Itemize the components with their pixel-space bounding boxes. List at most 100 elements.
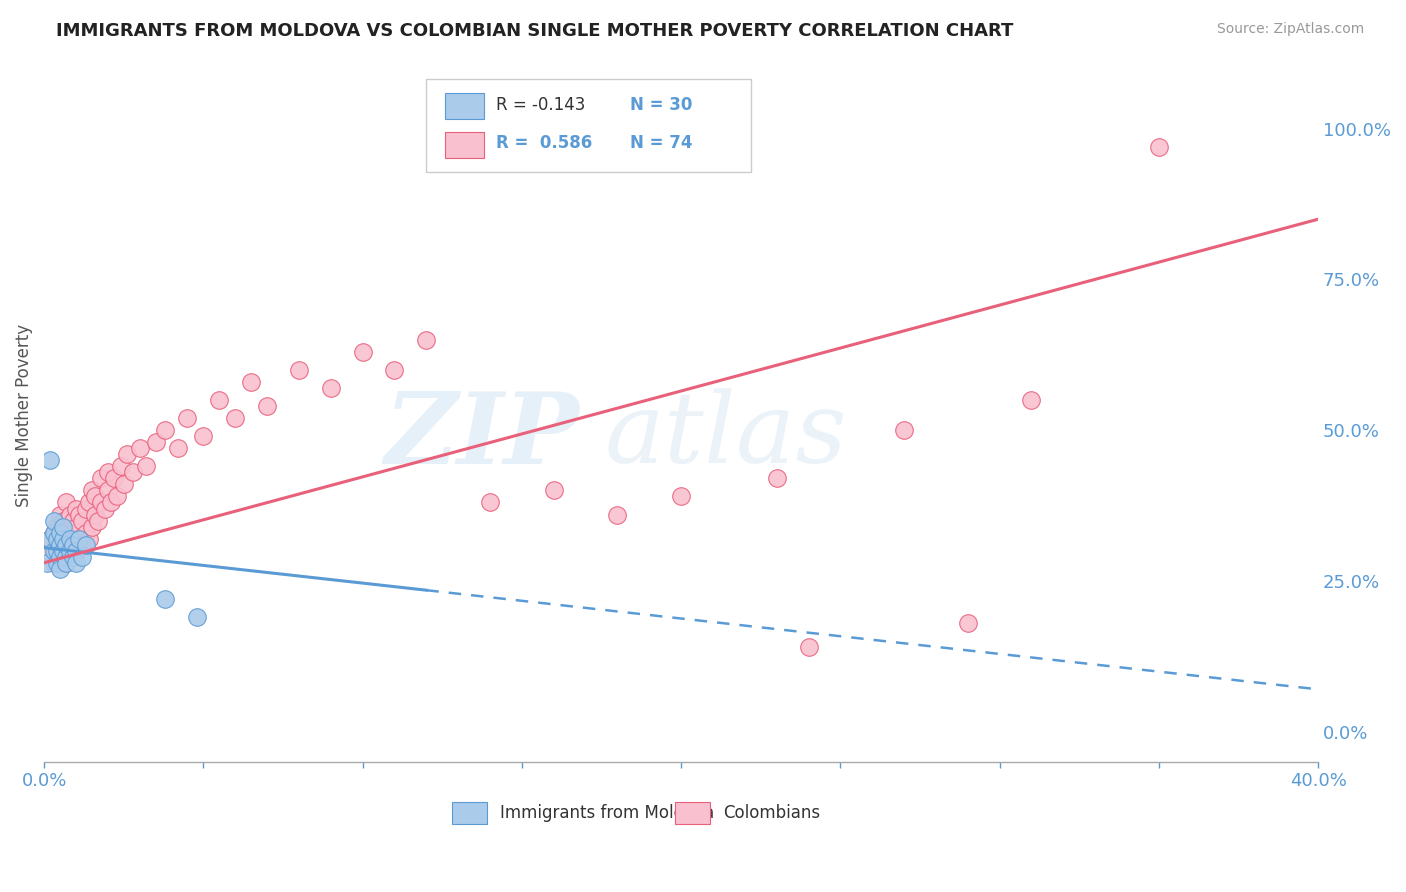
Point	[72, 538, 94, 552]
Y-axis label: Single Mother Poverty: Single Mother Poverty	[15, 324, 32, 507]
Point	[52, 525, 75, 540]
Point	[84, 490, 107, 504]
Point	[115, 447, 138, 461]
Point	[93, 501, 115, 516]
Point	[80, 519, 103, 533]
Point	[55, 538, 77, 552]
Text: IMMIGRANTS FROM MOLDOVA VS COLOMBIAN SINGLE MOTHER POVERTY CORRELATION CHART: IMMIGRANTS FROM MOLDOVA VS COLOMBIAN SIN…	[56, 22, 1014, 40]
Point	[49, 525, 72, 540]
Point	[1021, 392, 1043, 407]
Point	[75, 525, 97, 540]
Bar	[675, 802, 710, 824]
Point	[49, 538, 72, 552]
Bar	[446, 132, 484, 158]
Point	[58, 525, 80, 540]
Text: R = -0.143: R = -0.143	[496, 95, 586, 113]
Point	[42, 556, 65, 570]
Point	[65, 501, 87, 516]
Point	[80, 483, 103, 498]
Point	[65, 543, 87, 558]
Point	[49, 549, 72, 564]
Point	[145, 435, 167, 450]
Point	[110, 459, 132, 474]
Point	[224, 411, 246, 425]
Point	[77, 495, 100, 509]
Point	[62, 532, 84, 546]
Point	[45, 519, 67, 533]
Point	[153, 591, 176, 606]
Point	[135, 459, 157, 474]
Point	[55, 556, 77, 570]
Point	[67, 532, 90, 546]
Point	[319, 381, 342, 395]
Point	[72, 549, 94, 564]
Point	[415, 333, 437, 347]
Bar	[446, 93, 484, 120]
Point	[1147, 140, 1170, 154]
Point	[37, 543, 59, 558]
Point	[42, 543, 65, 558]
Point	[288, 363, 311, 377]
Point	[186, 610, 208, 624]
Point	[105, 490, 128, 504]
Point	[45, 556, 67, 570]
Point	[39, 453, 62, 467]
Point	[49, 532, 72, 546]
Point	[62, 514, 84, 528]
Point	[97, 483, 120, 498]
Point	[167, 442, 190, 456]
Point	[90, 495, 112, 509]
Point	[479, 495, 502, 509]
Text: N = 74: N = 74	[630, 135, 693, 153]
Point	[55, 538, 77, 552]
Point	[122, 466, 145, 480]
Point	[49, 562, 72, 576]
Text: N = 30: N = 30	[630, 95, 693, 113]
Point	[65, 519, 87, 533]
Point	[58, 543, 80, 558]
Point	[72, 514, 94, 528]
Point	[352, 344, 374, 359]
Point	[87, 514, 110, 528]
Point	[58, 532, 80, 546]
Point	[75, 501, 97, 516]
Text: Source: ZipAtlas.com: Source: ZipAtlas.com	[1216, 22, 1364, 37]
Point	[606, 508, 628, 522]
Point	[797, 640, 820, 654]
Point	[103, 471, 125, 485]
Point	[893, 423, 915, 437]
Point	[42, 525, 65, 540]
Point	[49, 549, 72, 564]
Point	[256, 399, 278, 413]
Point	[765, 471, 787, 485]
Point	[669, 490, 692, 504]
Point	[52, 543, 75, 558]
Point	[65, 543, 87, 558]
Bar	[451, 802, 488, 824]
Point	[42, 525, 65, 540]
Point	[52, 543, 75, 558]
Point	[128, 442, 150, 456]
Point	[39, 532, 62, 546]
Point	[39, 532, 62, 546]
Point	[45, 538, 67, 552]
Point	[62, 549, 84, 564]
Point	[543, 483, 565, 498]
Point	[193, 429, 215, 443]
Point	[55, 549, 77, 564]
Point	[65, 556, 87, 570]
Point	[58, 508, 80, 522]
Point	[45, 532, 67, 546]
Point	[208, 392, 231, 407]
Point	[58, 543, 80, 558]
Point	[37, 556, 59, 570]
Point	[75, 538, 97, 552]
FancyBboxPatch shape	[426, 78, 751, 172]
Point	[97, 466, 120, 480]
Text: ZIP: ZIP	[384, 388, 579, 484]
Point	[176, 411, 198, 425]
Point	[55, 495, 77, 509]
Point	[956, 615, 979, 630]
Point	[67, 508, 90, 522]
Point	[112, 477, 135, 491]
